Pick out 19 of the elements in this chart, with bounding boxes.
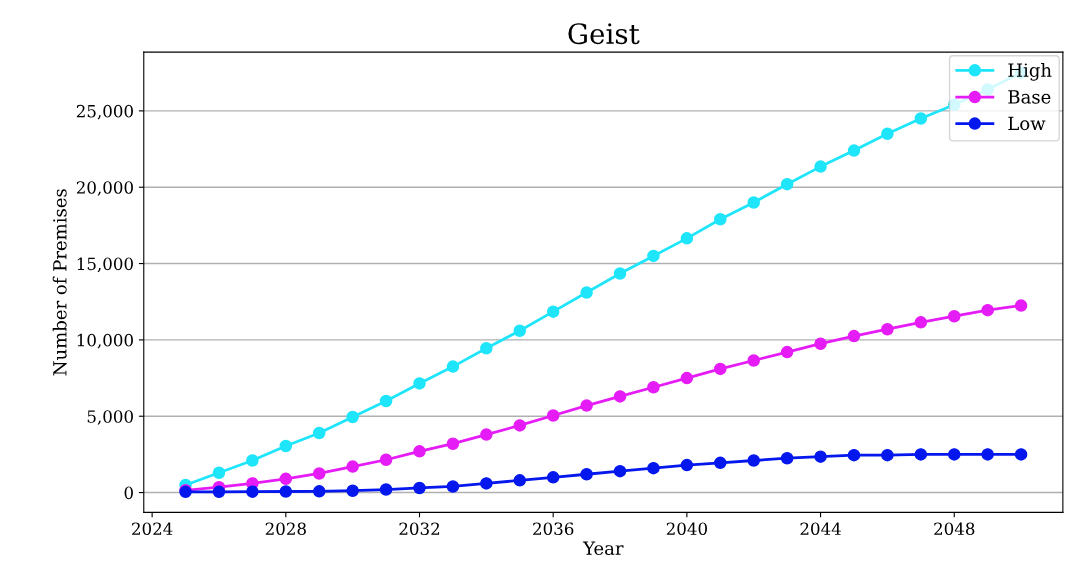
y-tick-label: 20,000 <box>76 181 133 196</box>
x-tick-label: 2024 <box>132 522 173 536</box>
x-tick-label: 2044 <box>800 522 841 536</box>
x-tick-label: 2040 <box>666 522 707 536</box>
y-tick-label: 10,000 <box>77 333 133 349</box>
legend-label: High <box>1008 62 1052 81</box>
y-tick-label: 25,000 <box>76 104 133 120</box>
y-tick-label: 5,000 <box>87 410 133 425</box>
y-axis-title: Number of Premises <box>52 189 67 376</box>
x-tick-label: 2036 <box>533 522 574 536</box>
y-tick-label: 0 <box>124 486 133 500</box>
chart-title: Geist <box>568 23 640 45</box>
x-tick-label: 2032 <box>399 522 440 536</box>
legend-label: Low <box>1008 116 1046 131</box>
y-tick-label: 15,000 <box>77 257 133 273</box>
x-tick-label: 2048 <box>934 522 975 536</box>
x-tick-label: 2028 <box>265 522 306 536</box>
x-axis-title: Year <box>582 541 624 556</box>
legend-label: Base <box>1008 90 1051 104</box>
